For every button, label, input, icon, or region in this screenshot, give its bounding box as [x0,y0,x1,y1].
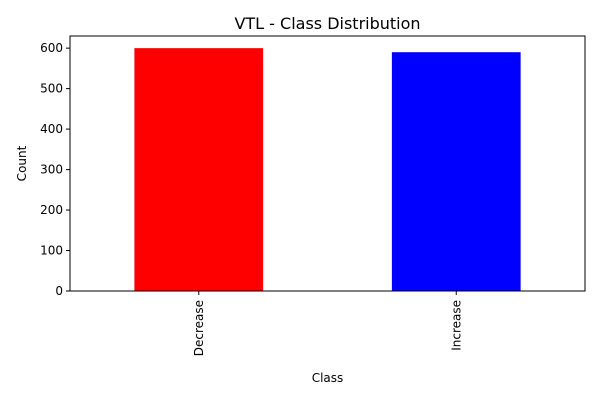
x-tick-label-decrease: Decrease [192,300,206,356]
y-tick-label: 600 [40,41,63,55]
y-tick-label: 0 [55,284,63,298]
plot-area: 0 100 200 300 400 500 600 Decrease Increase [40,41,521,356]
y-axis-label: Count [15,145,29,181]
y-tick-label: 500 [40,82,63,96]
plot-frame [69,35,586,292]
bar-increase [391,52,521,291]
x-axis-label: Class [312,371,344,385]
y-tick-label: 100 [40,244,63,258]
bar-decrease [134,48,264,292]
chart-title: VTL - Class Distribution [234,14,420,33]
y-tick-label: 200 [40,203,63,217]
y-tick-label: 400 [40,122,63,136]
x-tick-label-increase: Increase [449,300,463,351]
y-tick-label: 300 [40,163,63,177]
